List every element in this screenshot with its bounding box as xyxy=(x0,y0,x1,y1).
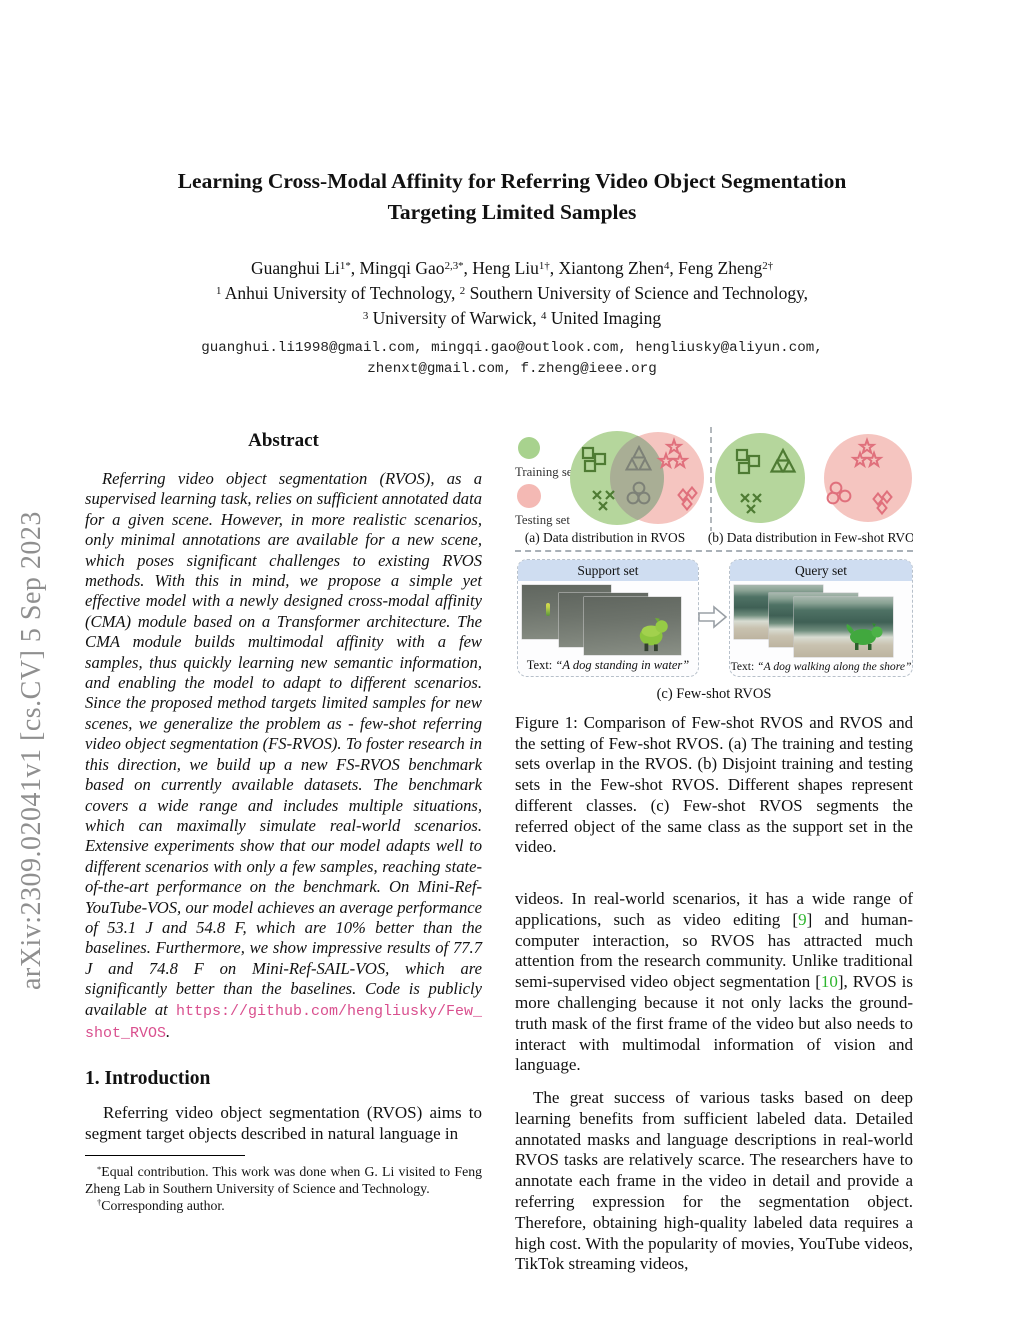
testing-set-dot-icon xyxy=(517,484,541,508)
body-paragraph-1: videos. In real-world scenarios, it has … xyxy=(515,888,913,1075)
figure1-distribution-panels: Training set Testing set xyxy=(515,427,913,545)
section-heading-introduction: 1. Introduction xyxy=(85,1068,211,1090)
query-set-header: Query set xyxy=(730,560,912,581)
legend-testing-label: Testing set xyxy=(515,513,570,527)
emails-line-1: guanghui.li1998@gmail.com, mingqi.gao@ou… xyxy=(201,340,823,356)
panel-a-caption: (a) Data distribution in RVOS xyxy=(525,530,685,545)
citation-10[interactable]: 10 xyxy=(820,972,838,992)
legend-training-label: Training set xyxy=(515,465,576,479)
figure1-caption: Figure 1: Comparison of Few-shot RVOS an… xyxy=(515,713,913,857)
affiliations-line-1: 1 Anhui University of Technology, 2 Sout… xyxy=(215,283,809,303)
left-column: Abstract Referring video object segmenta… xyxy=(85,430,482,1214)
panel-a-venn xyxy=(570,431,704,525)
footnote-equal-contribution: *Equal contribution. This work was done … xyxy=(85,1163,482,1196)
citation-9[interactable]: 9 xyxy=(798,909,807,929)
abstract-paragraph: Referring video object segmentation (RVO… xyxy=(85,469,483,1042)
segmented-dog-icon xyxy=(846,623,883,651)
footnote-rule xyxy=(85,1154,245,1156)
affiliations-line-2: 3 University of Warwick, 4 United Imagin… xyxy=(362,308,662,328)
buoy-marker xyxy=(546,603,551,617)
paper-title-line1: Learning Cross-Modal Affinity for Referr… xyxy=(177,169,847,193)
abstract-heading: Abstract xyxy=(248,430,319,451)
body-paragraph-2: The great success of various tasks based… xyxy=(515,1088,913,1274)
panel-b-disjoint xyxy=(715,433,912,523)
query-text-caption: Text: “A dog walking along the shore” xyxy=(730,660,912,673)
segmented-dog-icon xyxy=(640,617,669,651)
arxiv-watermark: arXiv:2309.02041v1 [cs.CV] 5 Sep 2023 xyxy=(16,511,47,990)
training-set-dot-icon xyxy=(518,437,540,459)
paper-title-line2: Targeting Limited Samples xyxy=(387,200,637,224)
figure1-legend: Training set Testing set xyxy=(515,437,576,527)
right-arrow-icon xyxy=(698,605,728,629)
panel-c-caption: (c) Few-shot RVOS xyxy=(656,686,772,702)
footnotes: *Equal contribution. This work was done … xyxy=(85,1164,482,1214)
github-link[interactable]: https://github.com/hengliusky/Few_shot_R… xyxy=(85,1002,482,1042)
emails-line-2: zhenxt@gmail.com, f.zheng@ieee.org xyxy=(367,361,657,377)
paper-header: Learning Cross-Modal Affinity for Referr… xyxy=(0,168,1024,377)
authors-line: Guanghui Li1*, Mingqi Gao2,3*, Heng Liu1… xyxy=(250,258,774,278)
support-set-box: Support set Text: “A dog standing in xyxy=(517,559,699,677)
right-column: Training set Testing set xyxy=(515,425,913,1275)
introduction-paragraph: Referring video object segmentation (RVO… xyxy=(85,1103,482,1144)
support-set-header: Support set xyxy=(518,560,698,581)
footnote-corresponding-author: †Corresponding author. xyxy=(97,1197,225,1213)
panel-c-fewshot: Support set Text: “A dog standing in xyxy=(515,550,913,684)
panel-b-caption: (b) Data distribution in Few-shot RVOS xyxy=(708,530,913,545)
query-set-box: Query set xyxy=(729,559,913,677)
support-video-frame-3 xyxy=(584,597,681,655)
query-video-frame-3 xyxy=(794,597,893,657)
support-text-caption: Text: “A dog standing in water” xyxy=(526,658,690,672)
